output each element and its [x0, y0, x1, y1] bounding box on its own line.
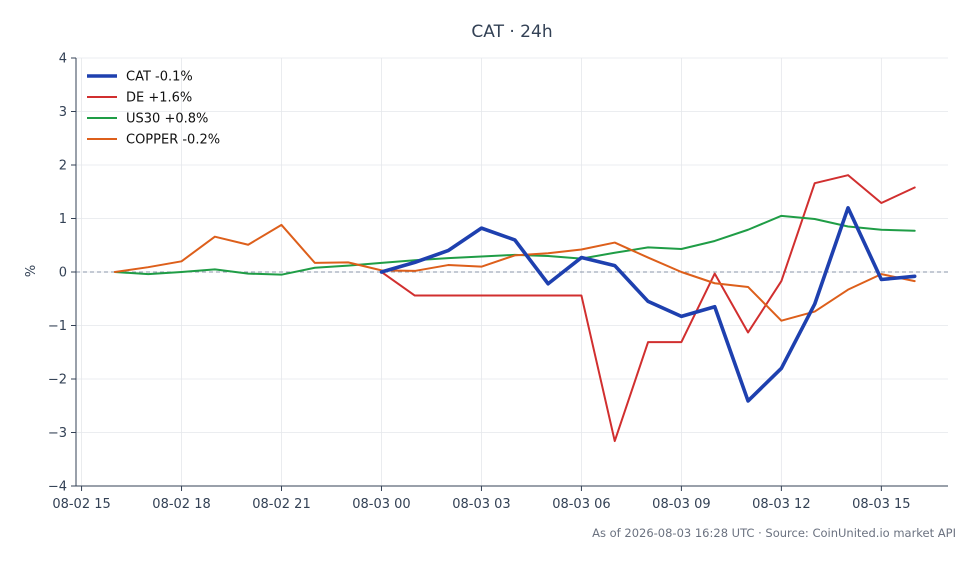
y-tick-label: −1 — [48, 319, 67, 334]
legend: CAT -0.1% DE +1.6% US30 +0.8% COPPER -0.2% — [87, 70, 220, 148]
y-tick-label: −4 — [48, 480, 67, 495]
y-tick-label: 1 — [59, 212, 67, 227]
y-tick-label: 4 — [59, 52, 67, 67]
y-axis-label: % — [24, 265, 39, 277]
legend-label: CAT -0.1% — [126, 70, 193, 85]
footer-source-note: As of 2026-08-03 16:28 UTC · Source: Coi… — [592, 526, 956, 540]
y-tick-label: 2 — [59, 159, 67, 174]
y-tick-label: 3 — [59, 105, 67, 120]
series-line-3 — [113, 214, 916, 276]
x-tick-label: 08-02 18 — [152, 497, 210, 512]
y-tick-label: −2 — [48, 373, 67, 388]
legend-label: COPPER -0.2% — [126, 133, 220, 148]
series-group — [113, 174, 917, 443]
series-line-2 — [380, 174, 916, 443]
x-tick-label: 08-03 15 — [852, 497, 910, 512]
y-axis-ticks: −4 −3 −2 −1 0 1 2 3 4 — [48, 52, 76, 495]
legend-label: DE +1.6% — [126, 91, 192, 106]
series-line-1 — [379, 206, 917, 403]
x-tick-label: 08-03 00 — [352, 497, 410, 512]
legend-label: US30 +0.8% — [126, 112, 208, 127]
x-tick-label: 08-03 06 — [552, 497, 610, 512]
x-axis-ticks: 08-02 15 08-02 18 08-02 21 08-03 00 08-03 03… — [52, 486, 911, 512]
y-tick-label: 0 — [59, 266, 67, 281]
y-tick-label: −3 — [48, 426, 67, 441]
x-tick-label: 08-02 21 — [252, 497, 310, 512]
chart-title: CAT · 24h — [471, 22, 552, 42]
x-tick-label: 08-03 09 — [652, 497, 710, 512]
x-tick-label: 08-03 12 — [752, 497, 810, 512]
x-tick-label: 08-02 15 — [52, 497, 110, 512]
x-tick-label: 08-03 03 — [452, 497, 510, 512]
series-line-4 — [113, 223, 916, 322]
